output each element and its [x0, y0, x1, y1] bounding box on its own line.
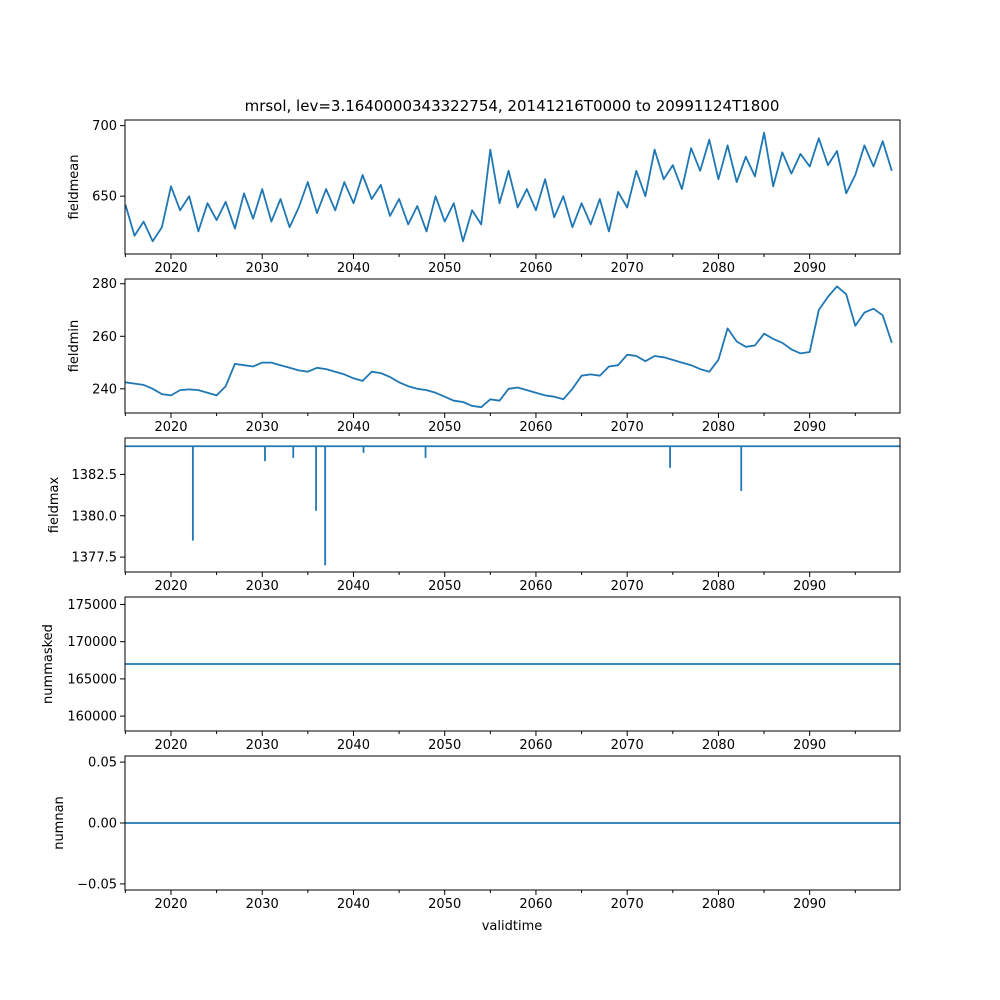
x-tick-label: 2070 [611, 420, 644, 435]
y-tick-label: 0.05 [88, 756, 117, 771]
x-tick-label: 2070 [611, 579, 644, 594]
x-tick-label: 2020 [154, 579, 187, 594]
x-tick-label: 2080 [702, 897, 735, 912]
y-tick-label: 650 [92, 190, 117, 205]
fieldmax-series [125, 445, 900, 566]
x-tick-label: 2040 [337, 261, 370, 276]
x-tick-label: 2080 [702, 420, 735, 435]
y-tick-label: 260 [92, 330, 117, 345]
y-tick-label: 1382.5 [72, 468, 118, 483]
x-tick-label: 2060 [519, 738, 552, 753]
chart-title: mrsol, lev=3.1640000343322754, 20141216T… [245, 97, 780, 115]
x-tick-label: 2070 [611, 738, 644, 753]
panel-numnan: 2020 2030 2040 2050 2060 2070 2080 2090 −0.05 0.0… [52, 755, 901, 912]
x-tick-label: 2040 [337, 579, 370, 594]
x-tick-label: 2060 [519, 261, 552, 276]
x-tick-label: 2050 [428, 897, 461, 912]
x-tick-label: 2030 [246, 738, 279, 753]
panel-frame [124, 596, 901, 732]
x-tick-label: 2090 [793, 738, 826, 753]
fieldmean-line [125, 131, 893, 243]
y-axis-label-nummasked: nummasked [41, 624, 56, 704]
y-tick-label: 700 [92, 119, 117, 134]
x-tick-label: 2070 [611, 261, 644, 276]
panels: 2020 2030 2040 2050 2060 2070 2080 2090 650 700 fi… [41, 119, 901, 912]
x-tick-label: 2090 [793, 261, 826, 276]
panel-nummasked: 2020 2030 2040 2050 2060 2070 2080 2090 160000 16… [41, 596, 901, 753]
panel-fieldmax: 2020 2030 2040 2050 2060 2070 2080 2090 1377.5 13… [47, 437, 901, 594]
x-tick-label: 2020 [154, 261, 187, 276]
x-tick-label: 2050 [428, 261, 461, 276]
y-tick-label: 1377.5 [72, 551, 118, 566]
panel-frame [124, 437, 901, 573]
x-tick-label: 2060 [519, 579, 552, 594]
y-tick-label: 280 [92, 277, 117, 292]
x-tick-label: 2090 [793, 579, 826, 594]
x-tick-label: 2050 [428, 579, 461, 594]
y-axis-label-fieldmin: fieldmin [67, 320, 82, 373]
x-tick-label: 2030 [246, 897, 279, 912]
y-tick-label: 165000 [67, 672, 117, 687]
fieldmin-line [125, 285, 893, 409]
y-axis-label-fieldmax: fieldmax [47, 477, 62, 534]
x-tick-label: 2040 [337, 738, 370, 753]
fieldmean-series [125, 131, 893, 243]
y-tick-label: 170000 [67, 635, 117, 650]
y-axis-label-numnan: numnan [52, 796, 67, 850]
x-tick-label: 2050 [428, 420, 461, 435]
x-tick-label: 2050 [428, 738, 461, 753]
x-tick-label: 2040 [337, 897, 370, 912]
y-axis-label-fieldmean: fieldmean [67, 155, 82, 220]
x-tick-label: 2030 [246, 420, 279, 435]
x-tick-label: 2060 [519, 420, 552, 435]
y-tick-label: 0.00 [88, 817, 117, 832]
y-tick-label: 1380.0 [72, 509, 118, 524]
x-tick-label: 2080 [702, 261, 735, 276]
y-tick-label: 160000 [67, 710, 117, 725]
x-tick-label: 2080 [702, 738, 735, 753]
panel-fieldmean: 2020 2030 2040 2050 2060 2070 2080 2090 650 700 fi… [67, 119, 901, 276]
x-tick-label: 2060 [519, 897, 552, 912]
x-tick-label: 2040 [337, 420, 370, 435]
y-tick-label: 175000 [67, 598, 117, 613]
x-tick-label: 2030 [246, 579, 279, 594]
y-tick-label: −0.05 [77, 877, 117, 892]
panel-frame [124, 278, 901, 414]
y-tick-label: 240 [92, 382, 117, 397]
panel-fieldmin: 2020 2030 2040 2050 2060 2070 2080 2090 240 260 28… [67, 277, 901, 435]
fieldmin-series [125, 285, 893, 409]
x-axis-label: validtime [482, 919, 543, 934]
x-tick-label: 2020 [154, 420, 187, 435]
x-tick-label: 2070 [611, 897, 644, 912]
x-tick-label: 2020 [154, 897, 187, 912]
x-tick-label: 2080 [702, 579, 735, 594]
x-tick-label: 2030 [246, 261, 279, 276]
x-tick-label: 2090 [793, 897, 826, 912]
x-tick-label: 2020 [154, 738, 187, 753]
panel-frame [124, 119, 901, 255]
x-tick-label: 2090 [793, 420, 826, 435]
